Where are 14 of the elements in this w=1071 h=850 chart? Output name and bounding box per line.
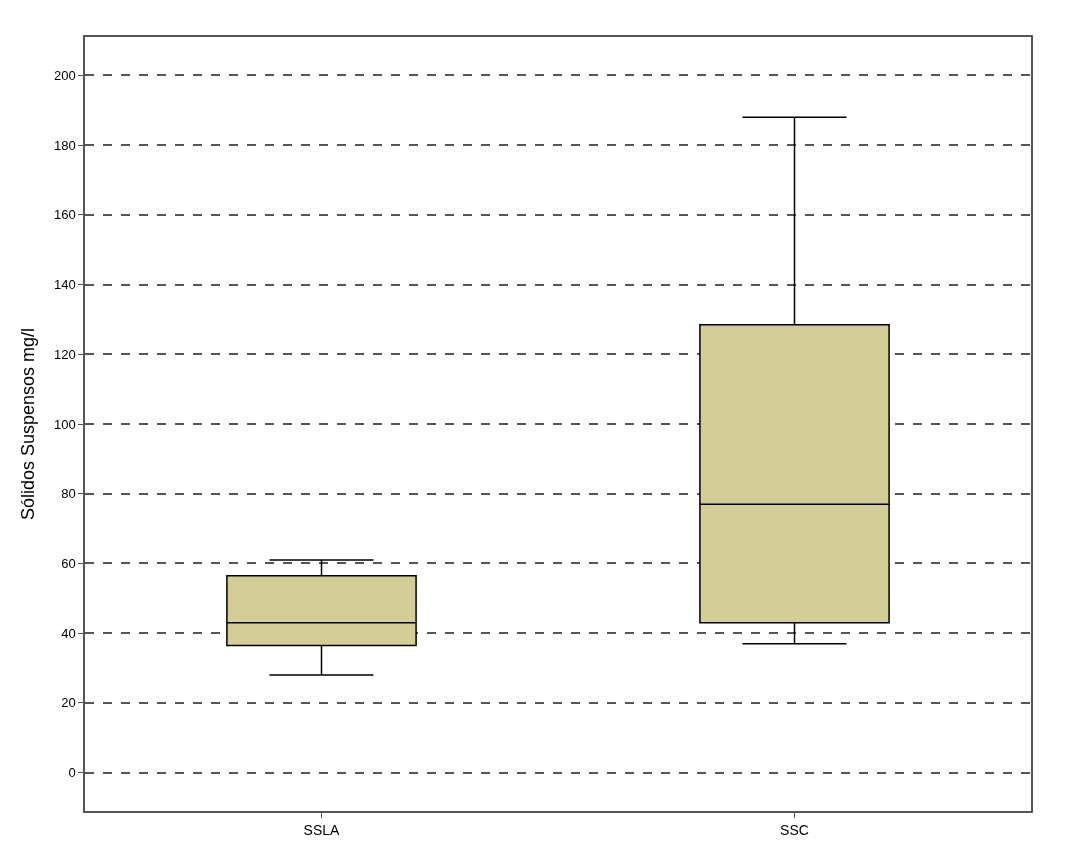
y-tick-label: 200	[53, 67, 76, 83]
y-tick-label: 80	[61, 486, 76, 502]
y-tick-label: 40	[61, 625, 76, 641]
y-tick-label: 140	[53, 277, 76, 293]
y-tick-label: 0	[68, 765, 76, 781]
y-tick-label: 180	[53, 137, 76, 153]
y-tick-label: 120	[53, 346, 76, 362]
y-tick-label: 60	[61, 556, 76, 572]
x-tick-label: SSLA	[303, 821, 341, 838]
x-tick-label: SSC	[780, 821, 809, 838]
y-tick-label: 100	[53, 416, 76, 432]
y-tick-label: 20	[61, 695, 76, 711]
y-axis-title: Sólidos Suspensos mg/l	[17, 327, 38, 521]
y-tick-label: 160	[53, 207, 76, 223]
